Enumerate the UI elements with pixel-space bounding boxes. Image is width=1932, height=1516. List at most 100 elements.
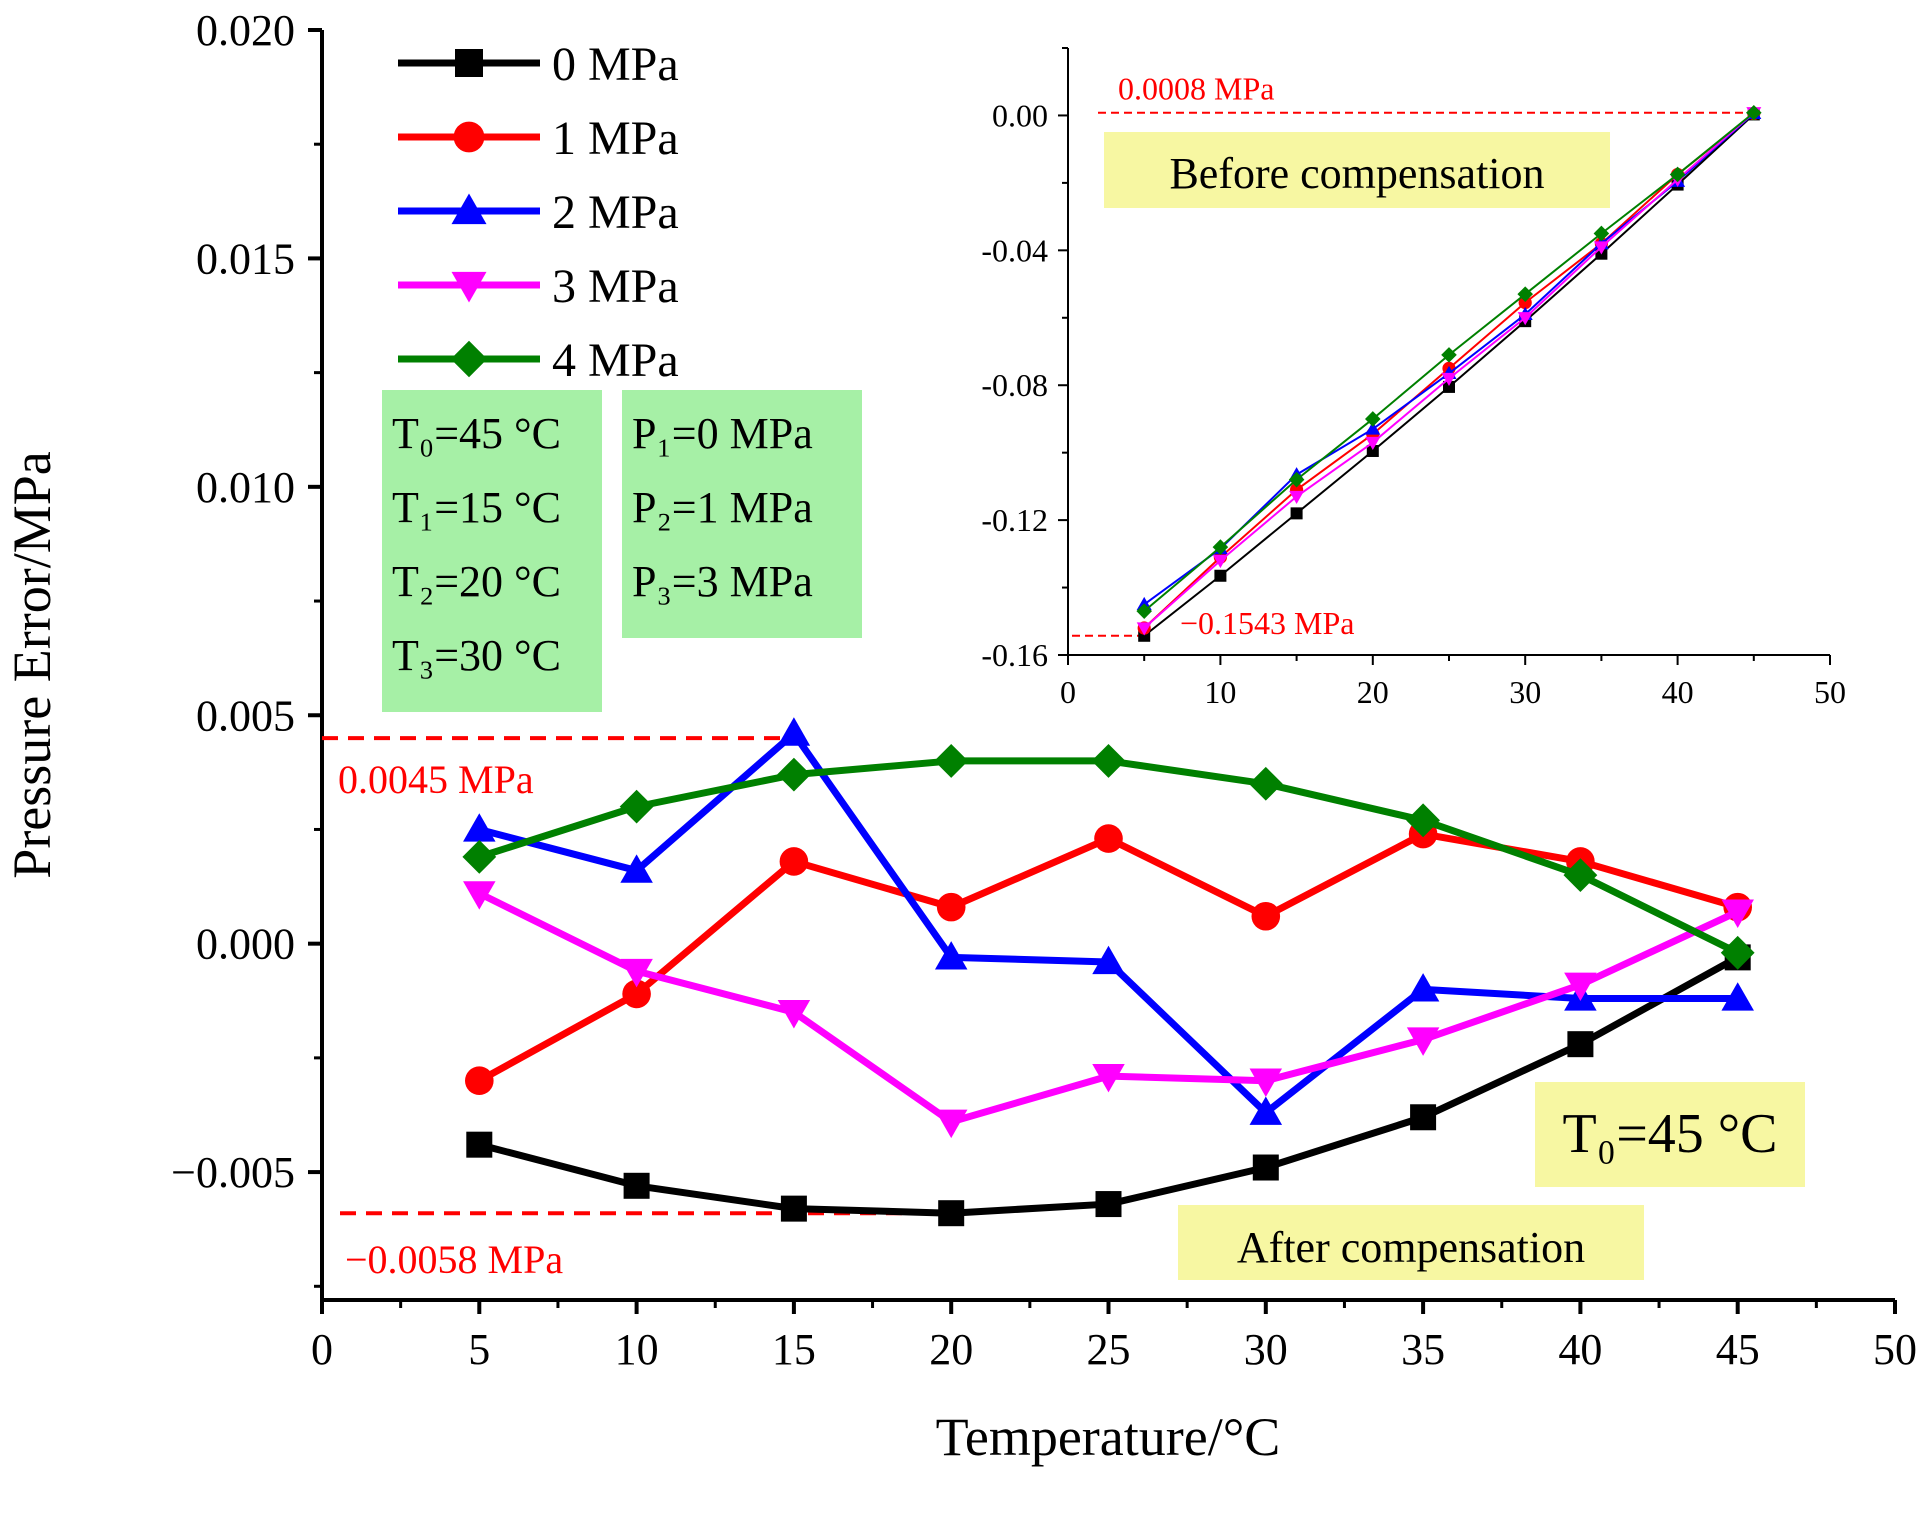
data-point <box>463 881 496 910</box>
t0-box <box>1535 1082 1805 1187</box>
inset-x-tick-label: 50 <box>1814 674 1846 710</box>
series-4-mpa <box>462 744 1755 970</box>
main-y-tick-label: 0.010 <box>196 463 295 512</box>
inset-data-point <box>1518 296 1532 310</box>
inset-y-tick-label: -0.12 <box>981 502 1048 538</box>
data-point <box>1252 1154 1279 1181</box>
inset-series-4-mpa <box>1136 104 1762 619</box>
inset-data-point <box>1517 312 1533 326</box>
data-point <box>622 979 651 1009</box>
inset-series <box>1136 104 1762 642</box>
data-point <box>936 892 966 922</box>
inset-x-tick-label: 30 <box>1509 674 1541 710</box>
inset-data-point <box>1746 104 1762 121</box>
data-point <box>1410 1104 1437 1131</box>
series-0-mpa <box>466 944 1751 1227</box>
data-point <box>777 1000 811 1029</box>
legend-entry: 1 MPa <box>398 112 679 165</box>
inset-data-point <box>1289 490 1305 505</box>
after-compensation-label: After compensation <box>1237 1223 1585 1272</box>
after-compensation-box <box>1178 1205 1644 1280</box>
series-2-mpa <box>463 717 1754 1125</box>
inset-data-point <box>1136 603 1152 619</box>
data-point <box>1721 982 1754 1011</box>
inset-data-point <box>1365 436 1381 451</box>
main-y-tick-label: 0.020 <box>196 6 295 55</box>
inset-reference-lines: 0.0008 MPa −0.1543 MPa <box>1072 71 1754 641</box>
inset-data-point <box>1365 421 1381 435</box>
main-x-tick-label: 10 <box>615 1325 659 1374</box>
data-point <box>620 854 653 883</box>
param-p2: P₂=1 MPa <box>632 483 813 532</box>
inset-data-point <box>1441 372 1457 386</box>
main-x-tick-label: 25 <box>1087 1325 1131 1374</box>
data-point <box>1094 824 1123 853</box>
data-point <box>934 941 968 970</box>
before-compensation-label: Before compensation <box>1169 149 1544 198</box>
data-point <box>1249 1096 1283 1125</box>
data-point <box>619 789 654 824</box>
data-point <box>1092 1063 1125 1093</box>
inset-data-point <box>1441 347 1457 363</box>
legend-swatch-marker <box>455 49 483 77</box>
main-plot: 0 5 10 15 20 25 30 35 40 45 50 −0.0050.0000.0050.0… <box>2 6 1917 1467</box>
data-point <box>1249 1068 1283 1097</box>
data-point <box>1563 858 1598 893</box>
legend-label: 4 MPa <box>552 334 679 387</box>
main-y-tick-label: 0.005 <box>196 691 295 740</box>
legend-label: 0 MPa <box>552 38 679 91</box>
inset-y-tick-label: -0.08 <box>981 367 1048 403</box>
data-point <box>1564 972 1597 1002</box>
x-axis-title: Temperature/°C <box>936 1407 1281 1467</box>
param-p3: P₃=3 MPa <box>632 557 813 606</box>
legend-swatch-marker <box>451 193 487 225</box>
main-x-tick-label: 20 <box>929 1325 973 1374</box>
params-left-box <box>382 390 602 712</box>
data-point <box>934 744 969 778</box>
main-x-tick-label: 40 <box>1558 1325 1602 1374</box>
param-t1: T₁=15 °C <box>392 483 561 532</box>
t0-label: T₀=45 °C <box>1562 1103 1777 1165</box>
data-point <box>1406 973 1440 1002</box>
data-point <box>1095 1191 1122 1218</box>
inset-data-point <box>1288 471 1305 488</box>
legend-entry: 2 MPa <box>398 186 679 239</box>
data-point <box>1721 899 1754 928</box>
legend-swatch-marker <box>451 271 487 303</box>
inset-y-ticks: 0.00 -0.04 -0.08 -0.12 -0.16 <box>981 47 1068 673</box>
data-point <box>620 958 653 988</box>
param-p1: P₁=0 MPa <box>632 409 813 458</box>
data-point <box>1406 803 1440 838</box>
inset-x-tick-label: 0 <box>1060 674 1076 710</box>
data-point <box>1720 935 1755 970</box>
inset-x-tick-label: 40 <box>1662 674 1694 710</box>
data-point <box>938 1200 965 1227</box>
ref-label-lower: −0.0058 MPa <box>345 1237 563 1282</box>
data-point <box>623 1172 650 1199</box>
params-right-box <box>622 390 862 638</box>
before-compensation-box <box>1104 132 1610 208</box>
data-point <box>1092 945 1125 975</box>
inset-data-point <box>1669 166 1686 183</box>
t0-note: T₀=45 °C <box>1535 1082 1805 1187</box>
main-x-tick-label: 30 <box>1244 1325 1288 1374</box>
data-point <box>777 757 811 792</box>
inset-data-point <box>1290 507 1303 520</box>
legend: 0 MPa 1 MPa 2 MPa 3 MPa 4 MPa <box>398 38 679 387</box>
main-x-tick-label: 15 <box>772 1325 816 1374</box>
inset-data-point <box>1443 380 1455 393</box>
inset-data-point <box>1366 444 1379 457</box>
inset-y-tick-label: -0.04 <box>981 232 1048 268</box>
series-3-mpa <box>463 881 1754 1139</box>
inset-y-tick-label: -0.16 <box>981 637 1048 673</box>
inset-x-tick-label: 20 <box>1357 674 1389 710</box>
inset-ref-label-upper: 0.0008 MPa <box>1118 71 1274 107</box>
data-point <box>779 847 809 876</box>
data-point <box>463 813 496 842</box>
main-y-ticks: −0.005 0.000 0.005 0.010 0.015 0.020 <box>171 6 322 1288</box>
inset-data-point <box>1593 225 1610 242</box>
data-point <box>777 717 811 746</box>
y-axis-title: Pressure Error/MPa <box>2 451 62 878</box>
legend-swatch-marker <box>450 340 488 378</box>
inset-x-ticks: 0 10 20 30 40 50 <box>1060 655 1846 710</box>
